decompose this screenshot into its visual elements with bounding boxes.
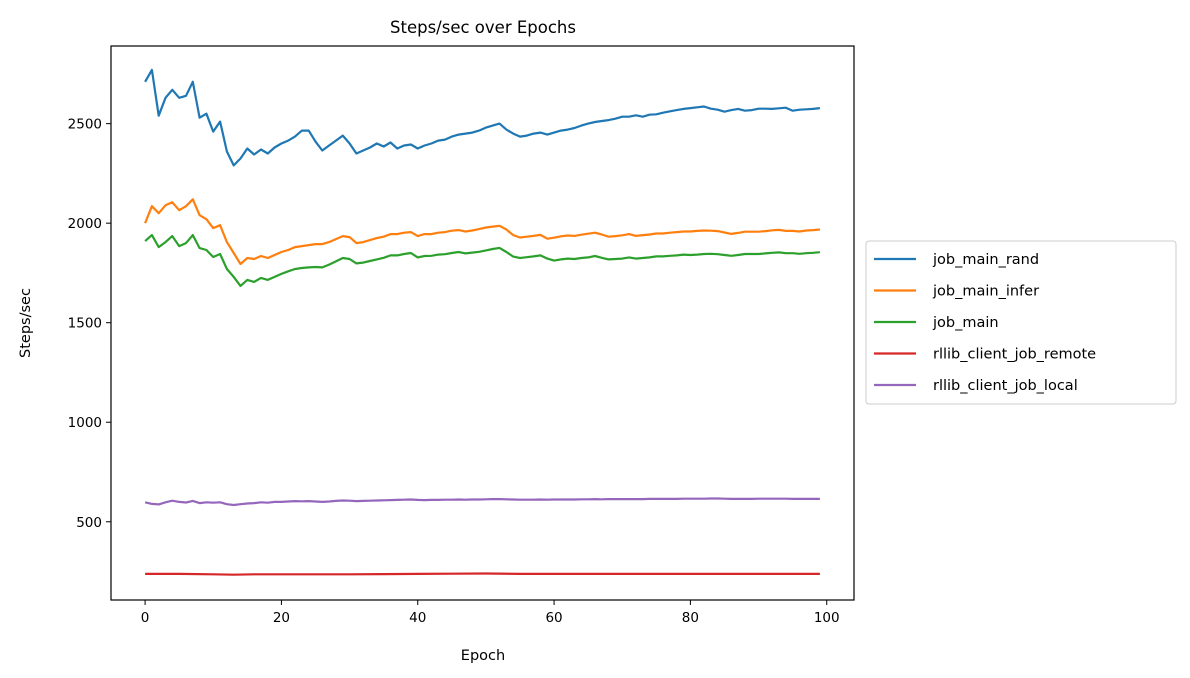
series-line-job_main_infer: [144, 198, 820, 266]
x-tick-label: 100: [814, 610, 840, 626]
axes-frame: [110, 45, 855, 601]
series-line-job_main: [144, 234, 820, 287]
x-tick-label: 20: [273, 610, 290, 626]
chart-title: Steps/sec over Epochs: [390, 18, 576, 37]
x-tick-label: 60: [545, 610, 562, 626]
legend-box: [865, 240, 1177, 405]
y-tick-label: 1500: [68, 316, 102, 332]
series-line-rllib_client_job_remote: [145, 572, 820, 576]
x-tick-label: 0: [141, 610, 150, 626]
x-tick-label: 40: [409, 610, 426, 626]
legend-entry-label: rllib_client_job_local: [933, 378, 1078, 394]
legend: job_main_rand job_main_infer job_mainrllib…: [865, 240, 1177, 405]
y-tick-label: 500: [76, 515, 102, 531]
y-tick-label: 2500: [68, 117, 102, 133]
legend-entry-label: rllib_client_job_remote: [933, 347, 1096, 363]
y-axis-label: Steps/sec: [18, 288, 34, 358]
legend-entry-label: job_main_infer: [932, 284, 1039, 300]
plot-area: 0 20 40 60 80 100 500 1000 1500 2000 2500: [68, 68, 840, 626]
legend-entry-label: job_main: [932, 315, 999, 331]
y-tick-label: 2000: [68, 216, 102, 232]
series-line-job_main_rand: [144, 68, 821, 167]
y-tick-label: 1000: [68, 415, 102, 431]
series-line-rllib_client_job_local: [144, 497, 820, 507]
x-tick-label: 80: [682, 610, 699, 626]
x-axis-label: Epoch: [461, 648, 505, 664]
legend-entry-label: job_main_rand: [932, 252, 1039, 268]
